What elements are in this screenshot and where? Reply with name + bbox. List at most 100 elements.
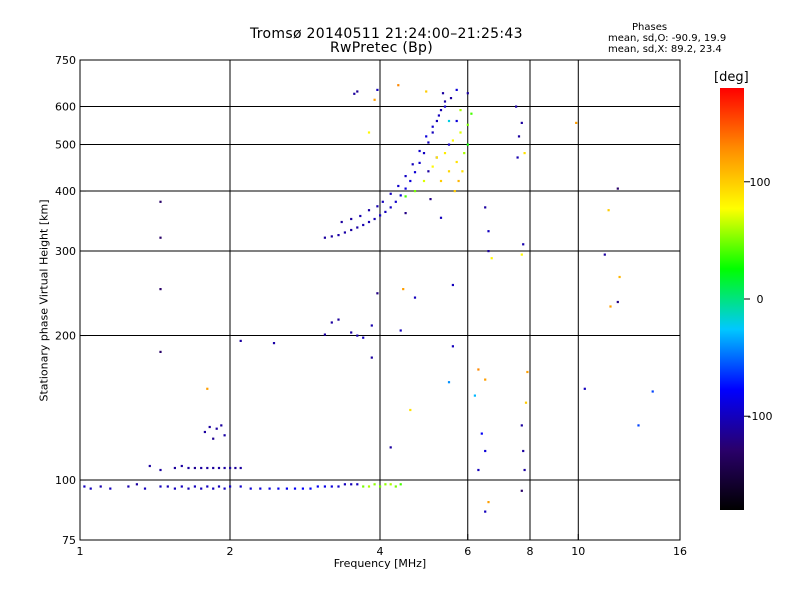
echo-point [337, 318, 340, 321]
echo-point [229, 466, 232, 470]
echo-point [451, 283, 454, 287]
phase-stats-x-mode: mean, sd,X: 89.2, 23.4 [608, 44, 722, 55]
echo-point [99, 485, 102, 488]
echo-point [470, 112, 473, 115]
echo-point [575, 121, 578, 124]
echo-point [439, 179, 443, 183]
echo-point [399, 483, 402, 486]
echo-point [463, 152, 466, 155]
echo-point [459, 109, 462, 112]
echo-point [362, 336, 365, 339]
echo-point [356, 226, 359, 229]
echo-point [443, 105, 447, 108]
phase-stats-title: Phases [632, 22, 668, 33]
echo-point [323, 333, 326, 336]
echo-point [447, 381, 451, 384]
colorbar-tick-label: -100 [748, 410, 773, 423]
echo-point [367, 209, 371, 212]
echo-point [293, 487, 297, 490]
echo-point [399, 329, 402, 332]
echo-point [429, 198, 432, 201]
echo-point [223, 434, 226, 437]
colorbar-ticks: 100 0 -100 [744, 176, 772, 423]
echo-point [127, 485, 130, 488]
echo-point [259, 487, 262, 490]
echo-point [523, 468, 526, 472]
echo-point [583, 387, 586, 390]
echo-point [397, 84, 400, 87]
x-axis-ticks: 1 2 4 6 8 10 16 [77, 534, 687, 558]
echo-point [223, 466, 226, 470]
echo-point [239, 339, 242, 342]
echo-point [379, 485, 382, 488]
echo-point [356, 90, 359, 93]
y-tick-label: 400 [55, 185, 76, 198]
echo-point [234, 466, 237, 470]
echo-point [373, 217, 376, 221]
echo-point [609, 305, 612, 308]
echo-point [451, 345, 454, 348]
echo-point [203, 430, 206, 434]
echo-point [520, 489, 523, 492]
echo-point [480, 432, 483, 435]
echo-point [337, 234, 340, 237]
echo-point [159, 468, 162, 472]
x-tick-label: 1 [77, 545, 84, 558]
echo-point [439, 216, 443, 219]
echo-point [367, 485, 371, 488]
echo-point [404, 212, 407, 215]
colorbar-tick-label: 0 [757, 293, 764, 306]
y-axis-label: Stationary phase Virtual Height [km] [37, 199, 51, 402]
echo-point [187, 487, 190, 490]
x-tick-label: 16 [673, 545, 687, 558]
grid-lines [80, 60, 680, 540]
x-tick-label: 2 [227, 545, 234, 558]
echo-point [520, 121, 523, 124]
y-tick-label: 500 [55, 139, 76, 152]
echo-point [359, 214, 362, 218]
echo-point [223, 487, 226, 490]
echo-point [477, 468, 480, 472]
echo-point [443, 152, 447, 155]
echo-point [376, 205, 379, 208]
echo-point [159, 236, 162, 239]
echo-point [466, 143, 469, 146]
echo-point [422, 179, 426, 183]
echo-point [413, 190, 417, 193]
echo-point [350, 483, 353, 486]
echo-point [376, 88, 379, 91]
echo-point [206, 466, 209, 470]
echo-point [484, 449, 487, 453]
echo-point [484, 378, 487, 381]
echo-point [520, 253, 523, 256]
echo-point [394, 485, 397, 488]
echo-point [453, 190, 456, 193]
echo-point [239, 466, 242, 470]
echo-point [449, 97, 453, 100]
echo-point [143, 487, 147, 490]
echo-point [272, 342, 276, 345]
echo-point [516, 156, 519, 159]
echo-point [340, 220, 343, 224]
y-tick-label: 200 [55, 330, 76, 343]
echo-point [435, 119, 438, 123]
echo-point [461, 170, 464, 173]
echo-point [484, 206, 487, 209]
echo-point [607, 209, 610, 212]
echo-point [443, 100, 447, 103]
echo-point [389, 483, 392, 486]
echo-point [517, 135, 521, 138]
chart-title-line1: Tromsø 20140511 21:24:00–21:25:43 [250, 26, 523, 42]
echo-point [487, 501, 490, 504]
echo-point [367, 131, 371, 134]
y-tick-label: 100 [55, 474, 76, 487]
echo-point [268, 487, 271, 490]
data-points [83, 84, 654, 513]
echo-point [208, 425, 211, 429]
echo-point [422, 152, 426, 155]
echo-point [159, 200, 162, 203]
chart-title-line2: RwPretec (Bp) [330, 40, 434, 56]
echo-point [637, 424, 640, 427]
echo-point [616, 300, 619, 304]
